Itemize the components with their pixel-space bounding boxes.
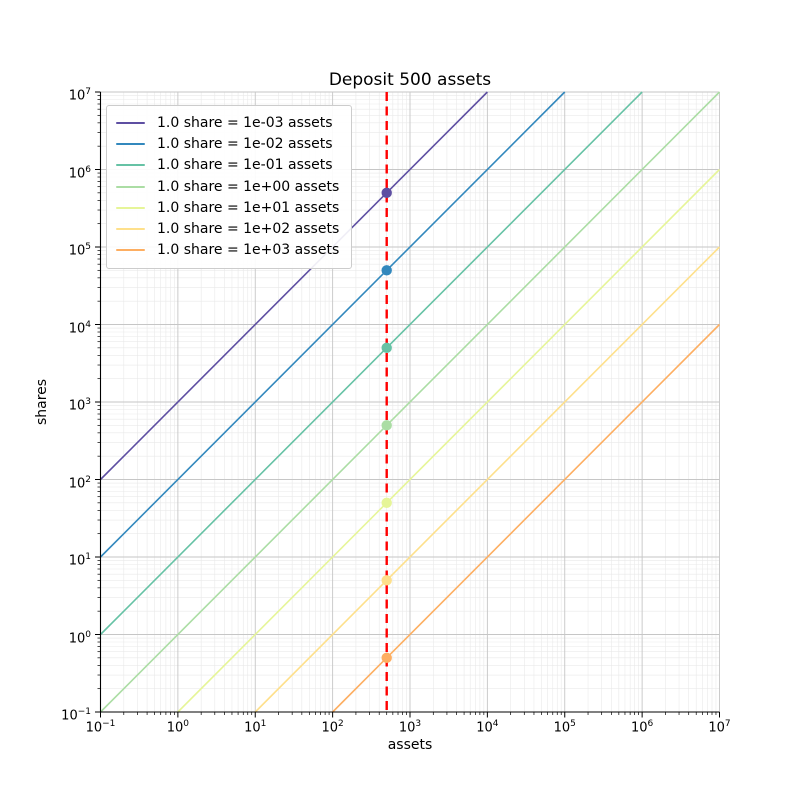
legend-line-swatch (116, 228, 145, 231)
y-tick-label: 103 (68, 397, 91, 414)
marker-dot (381, 575, 392, 586)
axis-ticks (95, 91, 720, 718)
legend-line-swatch (116, 142, 145, 145)
series-lines (99, 91, 721, 713)
legend-entry: 1.0 share = 1e-01 assets (116, 155, 339, 176)
legend-entry: 1.0 share = 1e-02 assets (116, 133, 339, 154)
x-axis-label: assets (387, 737, 433, 753)
legend-entry: 1.0 share = 1e+02 assets (116, 218, 339, 239)
legend-label: 1.0 share = 1e-02 assets (157, 135, 333, 152)
series-line (254, 246, 721, 713)
legend-entry: 1.0 share = 1e+00 assets (116, 176, 339, 197)
y-tick-label: 104 (68, 319, 91, 336)
x-tick-label: 107 (708, 719, 731, 736)
legend-entry: 1.0 share = 1e+01 assets (116, 197, 339, 218)
y-tick-label: 105 (68, 242, 91, 259)
marker-dot (381, 420, 392, 431)
x-tick-label: 105 (553, 719, 576, 736)
legend: 1.0 share = 1e-03 assets 1.0 share = 1e-0… (106, 105, 353, 270)
chart-title: Deposit 500 assets (328, 70, 492, 90)
series-line (177, 168, 721, 713)
series-line (99, 91, 721, 713)
legend-entry: 1.0 share = 1e-03 assets (116, 112, 339, 133)
marker-dot (381, 187, 392, 199)
series-line (99, 91, 643, 636)
legend-line-swatch (116, 121, 145, 124)
marker-dots (381, 187, 392, 664)
series-line (99, 91, 566, 558)
legend-label: 1.0 share = 1e-01 assets (157, 157, 333, 174)
marker-dot (381, 652, 392, 664)
y-tick-label: 10−1 (61, 707, 91, 724)
x-tick-label: 101 (244, 719, 267, 736)
legend-entry: 1.0 share = 1e+03 assets (116, 240, 339, 261)
y-tick-label: 106 (68, 164, 91, 181)
legend-label: 1.0 share = 1e-03 assets (157, 114, 333, 131)
y-tick-label: 100 (68, 629, 91, 646)
legend-label: 1.0 share = 1e+01 assets (157, 199, 340, 216)
marker-dot (381, 265, 392, 276)
marker-dot (381, 497, 392, 509)
legend-label: 1.0 share = 1e+02 assets (157, 221, 340, 238)
legend-label: 1.0 share = 1e+03 assets (157, 242, 340, 259)
legend-line-swatch (116, 185, 145, 188)
y-tick-label: 101 (68, 552, 91, 569)
legend-line-swatch (116, 206, 145, 209)
y-tick-label: 102 (68, 474, 91, 491)
legend-label: 1.0 share = 1e+00 assets (157, 178, 340, 195)
x-tick-label: 106 (630, 719, 654, 736)
legend-line-swatch (116, 164, 145, 167)
x-tick-label: 100 (166, 719, 190, 736)
x-tick-label: 103 (398, 719, 422, 736)
marker-dot (381, 342, 392, 354)
legend-line-swatch (116, 249, 145, 252)
x-tick-label: 10−1 (85, 719, 116, 736)
y-tick-label: 107 (68, 87, 91, 104)
x-tick-label: 102 (321, 719, 344, 736)
series-line (332, 323, 721, 713)
x-tick-label: 104 (476, 719, 499, 736)
series-line (99, 91, 488, 481)
